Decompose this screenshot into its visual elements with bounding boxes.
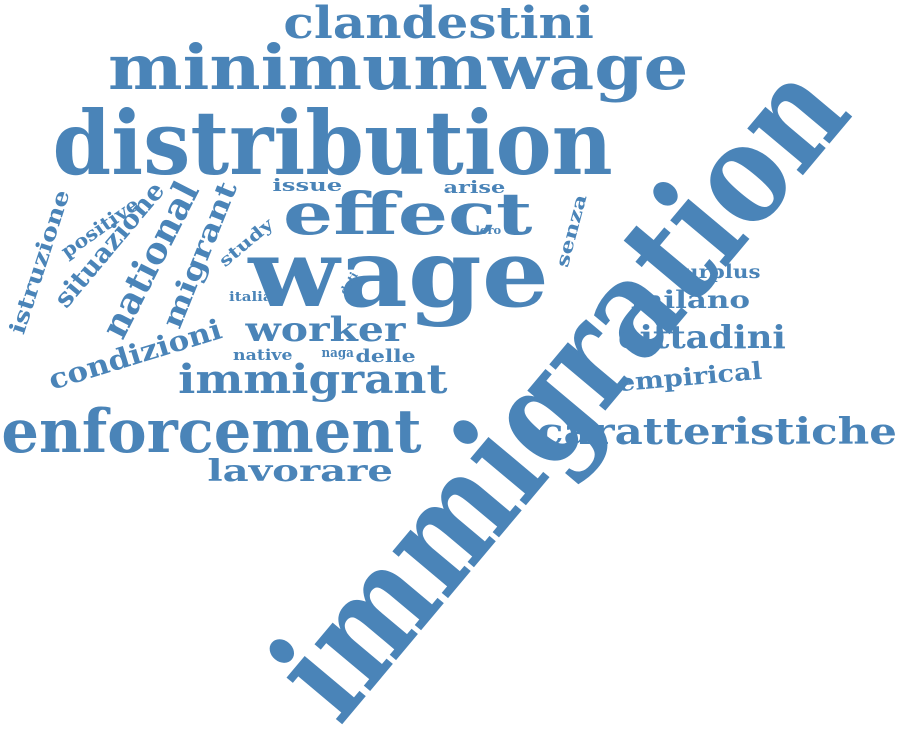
word-caratteristiche: caratteristiche — [537, 411, 897, 453]
word-cittadini: cittadini — [618, 318, 786, 356]
word-lavorare: lavorare — [207, 454, 394, 489]
word-arise: arise — [443, 177, 505, 198]
word-enforcement: enforcement — [0, 397, 422, 467]
word-milano: milano — [630, 285, 750, 314]
word-italia: italia — [229, 289, 273, 305]
word-worker: worker — [245, 310, 405, 350]
word-immigrant: immigrant — [178, 356, 448, 403]
word-minimumwage: minimumwage — [108, 31, 689, 104]
word-native: native — [233, 345, 293, 364]
word-surplus: surplus — [671, 260, 761, 283]
word-istruzione: istruzione — [4, 186, 76, 338]
word-issue: issue — [272, 175, 342, 196]
word-distribution: distribution — [52, 91, 613, 195]
word-effect: effect — [283, 180, 533, 248]
word-clandestini: clandestini — [282, 0, 594, 49]
word-wage: wage — [247, 219, 549, 329]
word-loro: loro — [475, 223, 501, 237]
word-naga: naga — [321, 345, 354, 361]
word-delle: delle — [354, 346, 416, 367]
